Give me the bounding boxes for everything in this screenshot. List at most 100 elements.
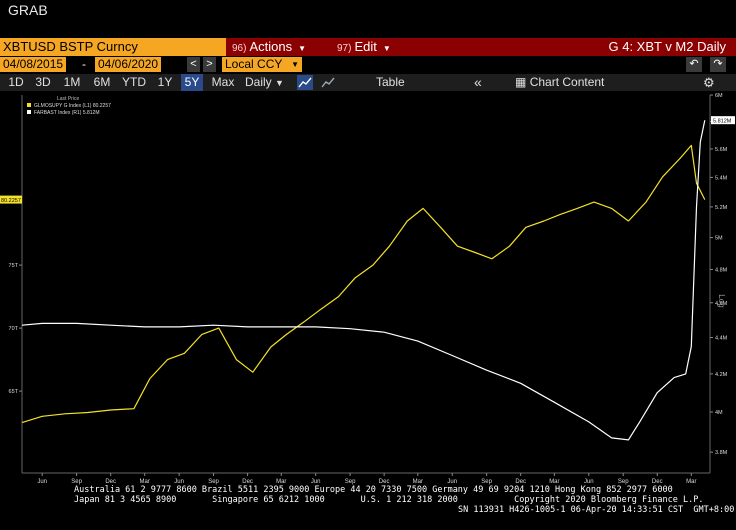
x-tick-label: Sep — [208, 479, 219, 485]
x-tick-label: Jun — [37, 479, 47, 485]
range-button-max[interactable]: Max — [211, 75, 235, 89]
right-tick-label: 4.6M — [715, 301, 728, 307]
x-tick-label: Jun — [447, 479, 457, 485]
right-last-value-box — [711, 116, 735, 125]
range-button-1y[interactable]: 1Y — [157, 75, 173, 89]
x-tick-label: Mar — [549, 479, 559, 485]
series-line-farbast — [21, 120, 706, 441]
right-tick-label: 3.8M — [715, 450, 728, 456]
legend-label: GLMOSUPY G Index (L1) 80.2257 — [34, 103, 111, 109]
end-date-field[interactable]: 04/06/2020 — [95, 57, 162, 72]
chart-content-icon: ▦ — [515, 75, 527, 89]
x-tick-label: Sep — [481, 479, 492, 485]
price-chart[interactable]: Jun Sep Dec Mar Jun Sep Dec Mar Jun Sep Dec Mar Jun S… — [0, 91, 736, 485]
footer-line-3: SN 113931 H426-1005-1 06-Apr-20 14:33:51… — [458, 505, 735, 515]
right-tick-label: 4.8M — [715, 267, 728, 273]
series-line-glmosupy — [21, 144, 706, 424]
left-tick-label: 75T — [9, 263, 19, 269]
area-chart-glyph — [321, 77, 335, 88]
right-tick-label: 5.6M — [715, 147, 728, 153]
right-tick-label: 4.2M — [715, 372, 728, 378]
left-last-value-box — [0, 195, 22, 204]
left-axis: 65T 70T 75T — [9, 263, 22, 395]
x-tick-label: Jun — [584, 479, 594, 485]
x-tick-label: Jun — [174, 479, 184, 485]
edit-label: Edit — [354, 39, 377, 54]
x-tick-label: Dec — [242, 479, 253, 485]
edit-menu[interactable]: 97) Edit ▼ — [337, 38, 391, 56]
left-tick-label: 65T — [9, 389, 19, 395]
frequency-select[interactable]: Daily ▼ — [245, 74, 284, 91]
actions-number: 96) — [232, 43, 247, 54]
redo-icon[interactable]: ↷ — [710, 57, 726, 72]
legend-swatch — [27, 103, 31, 107]
x-tick-label: Mar — [276, 479, 286, 485]
x-tick-label: Mar — [413, 479, 423, 485]
range-button-1m[interactable]: 1M — [63, 75, 81, 89]
right-last-value: 5.812M — [713, 119, 732, 125]
chart-content-button[interactable]: ▦ Chart Content — [515, 74, 604, 91]
right-tick-label: 5.4M — [715, 175, 728, 181]
series-lines — [21, 120, 706, 441]
date-separator: - — [82, 57, 86, 71]
last-value-markers: 80.2257 5.812M — [0, 116, 735, 204]
chart-grid — [21, 95, 711, 474]
range-button-ytd[interactable]: YTD — [122, 75, 146, 89]
line-chart-icon[interactable] — [297, 75, 313, 90]
right-tick-label: 6M — [715, 93, 723, 99]
log-scale-label: Log — [717, 294, 726, 307]
window-title: GRAB — [8, 2, 48, 18]
right-tick-label: 4.4M — [715, 336, 728, 342]
frequency-label: Daily — [245, 75, 272, 89]
x-tick-label: Sep — [618, 479, 629, 485]
footer: Australia 61 2 9777 8600 Brazil 5511 239… — [0, 485, 736, 515]
x-axis: Jun Sep Dec Mar Jun Sep Dec Mar Jun Sep Dec Mar Jun S… — [37, 473, 696, 485]
edit-number: 97) — [337, 43, 352, 54]
x-tick-label: Mar — [686, 479, 696, 485]
legend-heading: Last Price — [57, 96, 79, 102]
range-button-3d[interactable]: 3D — [35, 75, 51, 89]
chevron-down-icon: ▼ — [298, 44, 307, 53]
x-tick-label: Dec — [652, 479, 663, 485]
actions-label: Actions — [249, 39, 293, 54]
right-tick-label: 4M — [715, 410, 723, 416]
chevron-down-icon: ▼ — [275, 78, 284, 88]
currency-select[interactable]: Local CCY ▼ — [222, 57, 302, 72]
next-period-button[interactable]: > — [203, 57, 216, 72]
prev-period-button[interactable]: < — [187, 57, 200, 72]
x-tick-label: Dec — [379, 479, 390, 485]
x-tick-label: Dec — [515, 479, 526, 485]
actions-menu[interactable]: 96) Actions ▼ — [232, 38, 306, 56]
chevron-down-icon: ▼ — [291, 60, 299, 69]
table-button[interactable]: Table — [376, 75, 405, 89]
x-tick-label: Jun — [311, 479, 321, 485]
range-button-1d[interactable]: 1D — [8, 75, 24, 89]
line-chart-glyph — [298, 77, 312, 88]
right-axis: 6M5.8M5.6M5.4M5.2M5M4.8M4.6M4.4M4.2M4M3.… — [710, 93, 728, 456]
legend-label: FARBAST Index (R1) 5.812M — [34, 110, 100, 116]
range-button-5y[interactable]: 5Y — [181, 74, 203, 91]
currency-label: Local CCY — [225, 57, 283, 71]
collapse-icon[interactable]: « — [474, 74, 482, 90]
function-title: G 4: XBT v M2 Daily — [608, 39, 726, 54]
range-button-6m[interactable]: 6M — [93, 75, 111, 89]
x-tick-label: Sep — [71, 479, 82, 485]
x-tick-label: Mar — [140, 479, 150, 485]
x-tick-label: Dec — [105, 479, 116, 485]
start-date-field[interactable]: 04/08/2015 — [0, 57, 67, 72]
legend-swatch — [27, 110, 31, 114]
chevron-down-icon: ▼ — [382, 44, 391, 53]
chart-content-label: Chart Content — [529, 75, 605, 89]
footer-line-1: Australia 61 2 9777 8600 Brazil 5511 239… — [74, 485, 673, 495]
ticker-field[interactable]: XBTUSD BSTP Curncy — [0, 38, 226, 56]
undo-icon[interactable]: ↶ — [686, 57, 702, 72]
gear-icon[interactable]: ⚙ — [703, 75, 715, 90]
area-chart-icon[interactable] — [320, 75, 336, 90]
date-row — [0, 57, 736, 74]
x-tick-label: Sep — [345, 479, 356, 485]
footer-line-2: Japan 81 3 4565 8900 Singapore 65 6212 1… — [74, 495, 704, 505]
right-tick-label: 5.2M — [715, 205, 728, 211]
left-last-value: 80.2257 — [1, 198, 21, 204]
right-tick-label: 5M — [715, 236, 723, 242]
